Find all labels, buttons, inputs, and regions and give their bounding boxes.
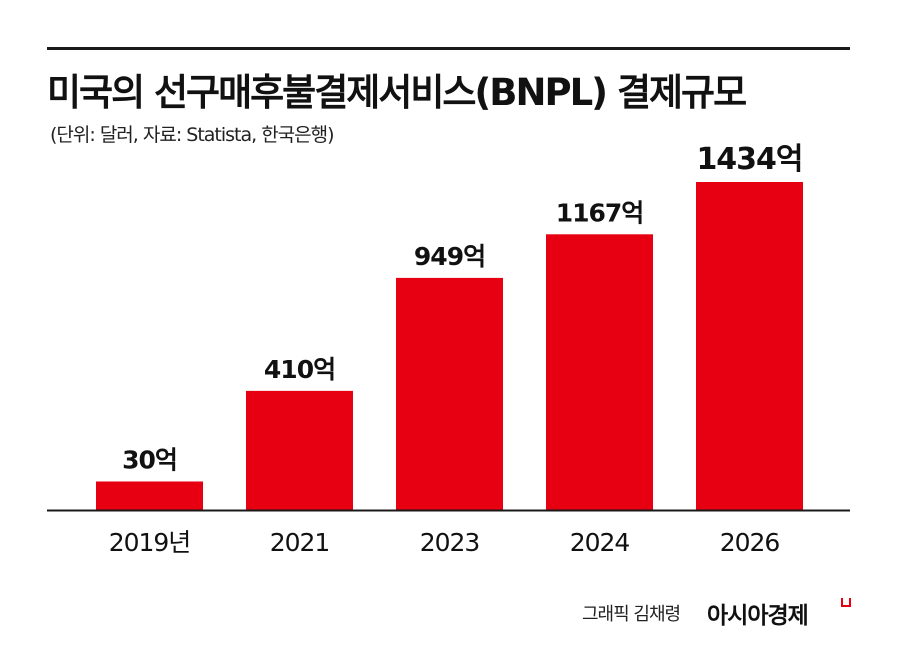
brand-mark-icon — [841, 598, 851, 607]
bar-1 — [246, 390, 353, 510]
x-tick-label-4: 2026 — [720, 528, 780, 557]
chart-subtitle: (단위: 달러, 자료: Statista, 한국은행) — [50, 124, 335, 146]
bar-3 — [546, 234, 653, 510]
brand-logo: 아시아경제 — [707, 603, 809, 629]
data-label-4: 1434억 — [696, 142, 802, 177]
x-tick-label-1: 2021 — [270, 528, 330, 557]
graphic-credit: 그래픽 김채령 — [582, 604, 681, 625]
x-tick-label-0: 2019년 — [109, 528, 191, 557]
x-tick-label-2: 2023 — [420, 528, 480, 557]
top-rule — [47, 47, 850, 50]
bar-4 — [696, 182, 803, 510]
bar-0 — [96, 481, 203, 510]
data-label-0: 30억 — [122, 445, 177, 474]
chart-title: 미국의 선구매후불결제서비스(BNPL) 결제규모 — [47, 71, 747, 114]
bar-2 — [396, 277, 503, 510]
x-tick-label-3: 2024 — [570, 528, 630, 557]
data-label-1: 410억 — [264, 355, 335, 384]
data-label-2: 949억 — [414, 242, 485, 271]
data-label-3: 1167억 — [556, 198, 644, 227]
